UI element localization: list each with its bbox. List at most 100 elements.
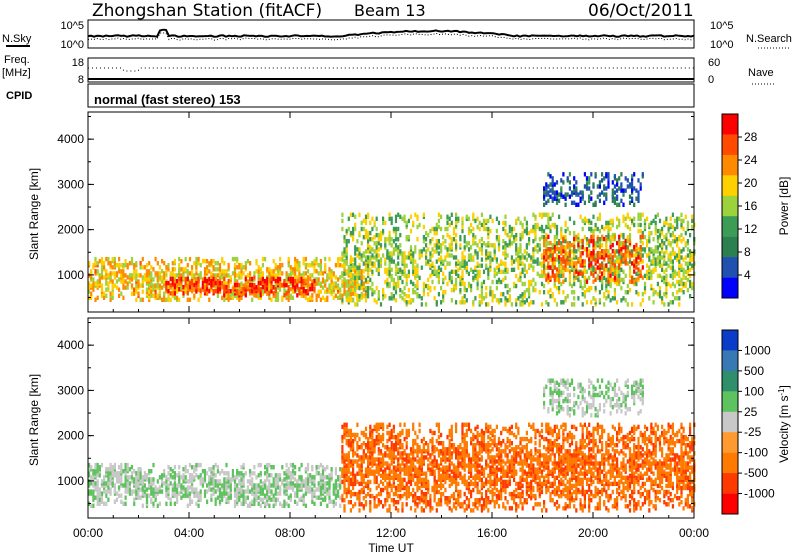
scatter-cell bbox=[568, 186, 571, 191]
scatter-cell bbox=[96, 497, 99, 502]
scatter-cell bbox=[560, 265, 563, 270]
scatter-cell bbox=[145, 473, 149, 478]
scatter-cell bbox=[528, 283, 531, 289]
scatter-cell bbox=[611, 188, 614, 193]
scatter-cell bbox=[568, 172, 571, 177]
scatter-cell bbox=[628, 182, 632, 187]
scatter-cell bbox=[553, 265, 556, 270]
scatter-cell bbox=[173, 487, 176, 492]
scatter-cell bbox=[298, 497, 301, 502]
scatter-cell bbox=[171, 276, 174, 282]
scatter-cell bbox=[285, 282, 288, 288]
scatter-cell bbox=[362, 261, 365, 266]
scatter-cell bbox=[429, 263, 432, 268]
scatter-cell bbox=[609, 235, 612, 240]
scatter-cell bbox=[545, 273, 548, 278]
scatter-cell bbox=[594, 298, 597, 303]
scatter-cell bbox=[583, 216, 586, 221]
scatter-cell bbox=[377, 426, 380, 432]
scatter-cell bbox=[221, 285, 224, 290]
scatter-cell bbox=[536, 222, 539, 228]
scatter-cell bbox=[519, 277, 522, 283]
scatter-cell bbox=[628, 269, 632, 274]
scatter-cell bbox=[283, 471, 286, 476]
scatter-cell bbox=[489, 228, 492, 234]
scatter-cell bbox=[118, 269, 121, 274]
scatter-cell bbox=[601, 263, 604, 268]
freq-left-bottom: 8 bbox=[78, 74, 84, 86]
scatter-cell bbox=[588, 226, 591, 232]
scatter-cell bbox=[478, 273, 481, 279]
scatter-cell bbox=[384, 261, 387, 266]
scatter-cell bbox=[622, 188, 625, 193]
scatter-cell bbox=[186, 503, 189, 508]
scatter-cell bbox=[403, 273, 406, 279]
scatter-cell bbox=[444, 290, 447, 295]
scatter-cell bbox=[555, 235, 559, 240]
scatter-cell bbox=[482, 296, 486, 301]
scatter-cell bbox=[663, 275, 666, 281]
scatter-cell bbox=[197, 462, 200, 468]
scatter-cell bbox=[669, 232, 672, 238]
scatter-cell bbox=[349, 230, 352, 236]
scatter-cell bbox=[341, 218, 344, 224]
scatter-cell bbox=[161, 479, 164, 484]
scatter-cell bbox=[463, 300, 466, 305]
scatter-cell bbox=[304, 481, 307, 486]
scatter-cell bbox=[285, 291, 288, 296]
scatter-cell bbox=[223, 471, 226, 476]
scatter-cell bbox=[631, 261, 634, 266]
scatter-cell bbox=[242, 495, 245, 500]
scatter-cell bbox=[191, 489, 194, 494]
scatter-cell bbox=[613, 259, 616, 264]
scatter-cell bbox=[646, 216, 649, 221]
scatter-cell bbox=[163, 291, 166, 296]
scatter-cell bbox=[294, 261, 297, 266]
scatter-cell bbox=[195, 473, 198, 478]
scatter-cell bbox=[223, 489, 226, 494]
scatter-cell bbox=[178, 471, 181, 476]
scatter-cell bbox=[130, 261, 134, 266]
scatter-cell bbox=[319, 487, 322, 492]
scatter-cell bbox=[538, 261, 541, 266]
scatter-cell bbox=[180, 273, 183, 278]
scatter-cell bbox=[463, 259, 466, 264]
scatter-cell bbox=[394, 247, 398, 252]
scatter-cell bbox=[579, 190, 582, 195]
scatter-cell bbox=[152, 293, 155, 298]
scatter-cell bbox=[624, 298, 627, 303]
scatter-cell bbox=[287, 256, 290, 262]
scatter-cell bbox=[259, 462, 262, 468]
scatter-cell bbox=[199, 489, 202, 494]
scatter-cell bbox=[676, 243, 679, 248]
scatter-cell bbox=[665, 245, 668, 250]
scatter-cell bbox=[570, 200, 574, 205]
scatter-cell bbox=[369, 487, 372, 493]
scatter-cell bbox=[360, 473, 363, 478]
scatter-cell bbox=[236, 475, 239, 480]
scatter-cell bbox=[171, 475, 174, 480]
scatter-cell bbox=[298, 475, 301, 480]
scatter-cell bbox=[547, 172, 550, 177]
scatter-cell bbox=[345, 422, 348, 427]
scatter-cell bbox=[264, 282, 267, 288]
scatter-cell bbox=[596, 265, 599, 270]
scatter-cell bbox=[304, 295, 307, 300]
scatter-cell bbox=[315, 297, 318, 302]
scatter-cell bbox=[94, 269, 97, 274]
scatter-cell bbox=[178, 287, 181, 292]
scatter-cell bbox=[371, 216, 374, 221]
scatter-cell bbox=[133, 269, 136, 274]
scatter-cell bbox=[495, 216, 498, 221]
scatter-cell bbox=[221, 275, 224, 280]
scatter-cell bbox=[345, 247, 348, 252]
scatter-cell bbox=[133, 497, 136, 502]
scatter-cell bbox=[126, 467, 129, 472]
scatter-cell bbox=[137, 467, 140, 472]
scatter-cell bbox=[386, 461, 389, 466]
scatter-cell bbox=[150, 485, 153, 490]
scatter-cell bbox=[506, 243, 509, 248]
scatter-cell bbox=[186, 263, 189, 268]
scatter-cell bbox=[388, 230, 391, 236]
scatter-cell bbox=[493, 267, 496, 272]
